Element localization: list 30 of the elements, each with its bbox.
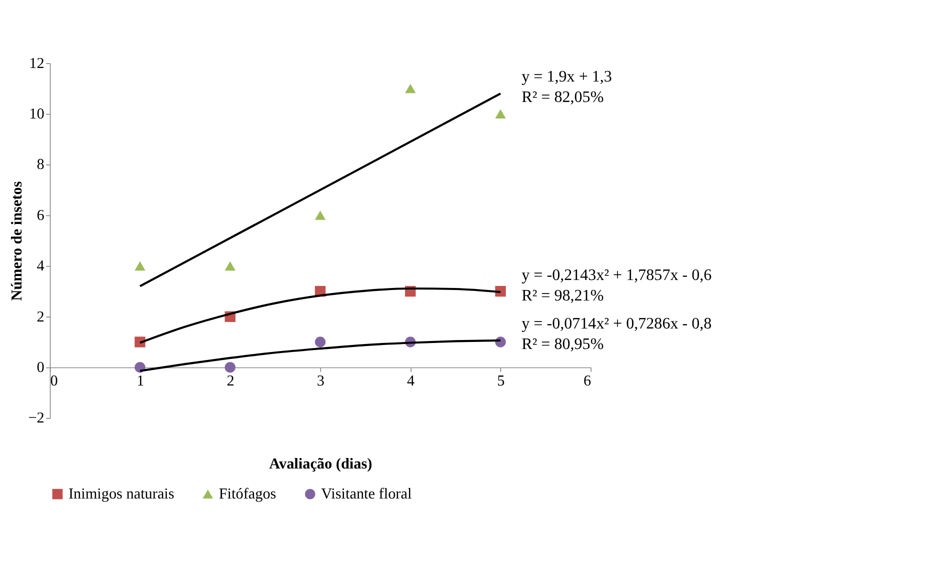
point — [314, 210, 326, 220]
y-axis-title: Número de insetos — [8, 181, 26, 301]
x-tick-label: 6 — [583, 372, 592, 390]
y-tick-label: 0 — [36, 358, 45, 376]
point — [134, 261, 146, 271]
y-tick-label: −2 — [28, 410, 44, 427]
annotation: y = -0,0714x² + 0,7286x - 0,8 R² = 80,95% — [522, 316, 712, 353]
y-tick-label: 12 — [29, 54, 44, 72]
y-tick-label: 8 — [36, 156, 45, 174]
annotation: y = -0,2143x² + 1,7857x - 0,6 R² = 98,21% — [522, 267, 712, 304]
x-tick-label: 0 — [50, 372, 58, 390]
annotation: y = 1,9x + 1,3 R² = 82,05% — [522, 68, 612, 106]
y-tick-label: 2 — [36, 308, 44, 326]
point — [314, 336, 326, 348]
x-tick-label: 4 — [407, 372, 415, 390]
x-tick-label: 2 — [226, 372, 234, 390]
y-tick-label: 10 — [29, 105, 45, 122]
point — [405, 84, 416, 94]
legend-label: Visitante floral — [321, 485, 412, 502]
x-tick-label: 3 — [316, 372, 324, 390]
point — [495, 109, 506, 118]
x-tick-label: 5 — [497, 372, 505, 390]
legend-label: Inimigos naturais — [68, 485, 174, 502]
point — [224, 261, 236, 271]
legend-label: Fitófagos — [218, 485, 276, 502]
x-tick-label: 1 — [136, 372, 144, 390]
x-axis-title: Avaliação (dias) — [269, 455, 372, 472]
y-tick-label: 4 — [36, 258, 45, 275]
point — [224, 362, 236, 373]
y-tick-label: 6 — [36, 206, 45, 224]
